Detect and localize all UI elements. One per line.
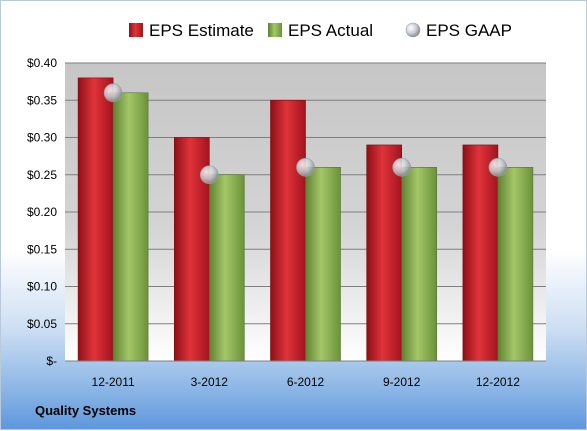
marker-eps-gaap — [200, 165, 219, 185]
bar-eps-estimate — [462, 144, 499, 362]
y-tick-label: $0.15 — [27, 242, 57, 256]
bar-eps-estimate — [77, 77, 114, 362]
marker-eps-gaap — [103, 83, 123, 103]
company-label: Quality Systems — [35, 403, 137, 418]
legend-swatch-actual — [268, 23, 282, 37]
legend-label: EPS GAAP — [426, 21, 512, 40]
bar-eps-actual — [112, 92, 149, 362]
bar-eps-actual — [401, 167, 438, 362]
x-tick-label: 9-2012 — [383, 375, 421, 389]
legend-swatch-gaap — [405, 22, 421, 38]
y-tick-label: $0.40 — [27, 56, 57, 70]
marker-eps-gaap — [296, 158, 315, 177]
marker-eps-gaap — [488, 158, 508, 177]
x-tick-label: 12-2012 — [476, 375, 520, 389]
legend-label: EPS Actual — [288, 21, 373, 40]
y-tick-label: $0.10 — [27, 280, 57, 294]
plot-area: $- $0.05 $0.10 $0.15 $0.20 $0.25 $0.30 $0.35 $0.… — [27, 56, 546, 389]
bar-eps-actual — [305, 167, 341, 362]
x-tick-label: 6-2012 — [287, 375, 325, 389]
y-tick-label: $0.05 — [27, 317, 57, 331]
legend-label: EPS Estimate — [149, 21, 254, 40]
legend-swatch-estimate — [129, 23, 143, 37]
x-tick-label: 12-2011 — [92, 375, 135, 389]
y-tick-label: $0.35 — [27, 93, 57, 107]
x-tick-label: 3-2012 — [191, 375, 229, 389]
y-tick-label: $- — [46, 354, 57, 368]
bar-eps-actual — [209, 174, 245, 362]
bar-eps-estimate — [270, 99, 306, 362]
y-tick-label: $0.25 — [27, 168, 57, 182]
marker-eps-gaap — [392, 158, 412, 177]
bar-eps-actual — [497, 167, 534, 362]
y-tick-label: $0.20 — [27, 205, 57, 219]
chart-legend: EPS Estimate EPS Actual EPS GAAP — [129, 21, 512, 40]
y-tick-label: $0.30 — [27, 131, 57, 145]
bar-eps-estimate — [366, 144, 403, 362]
